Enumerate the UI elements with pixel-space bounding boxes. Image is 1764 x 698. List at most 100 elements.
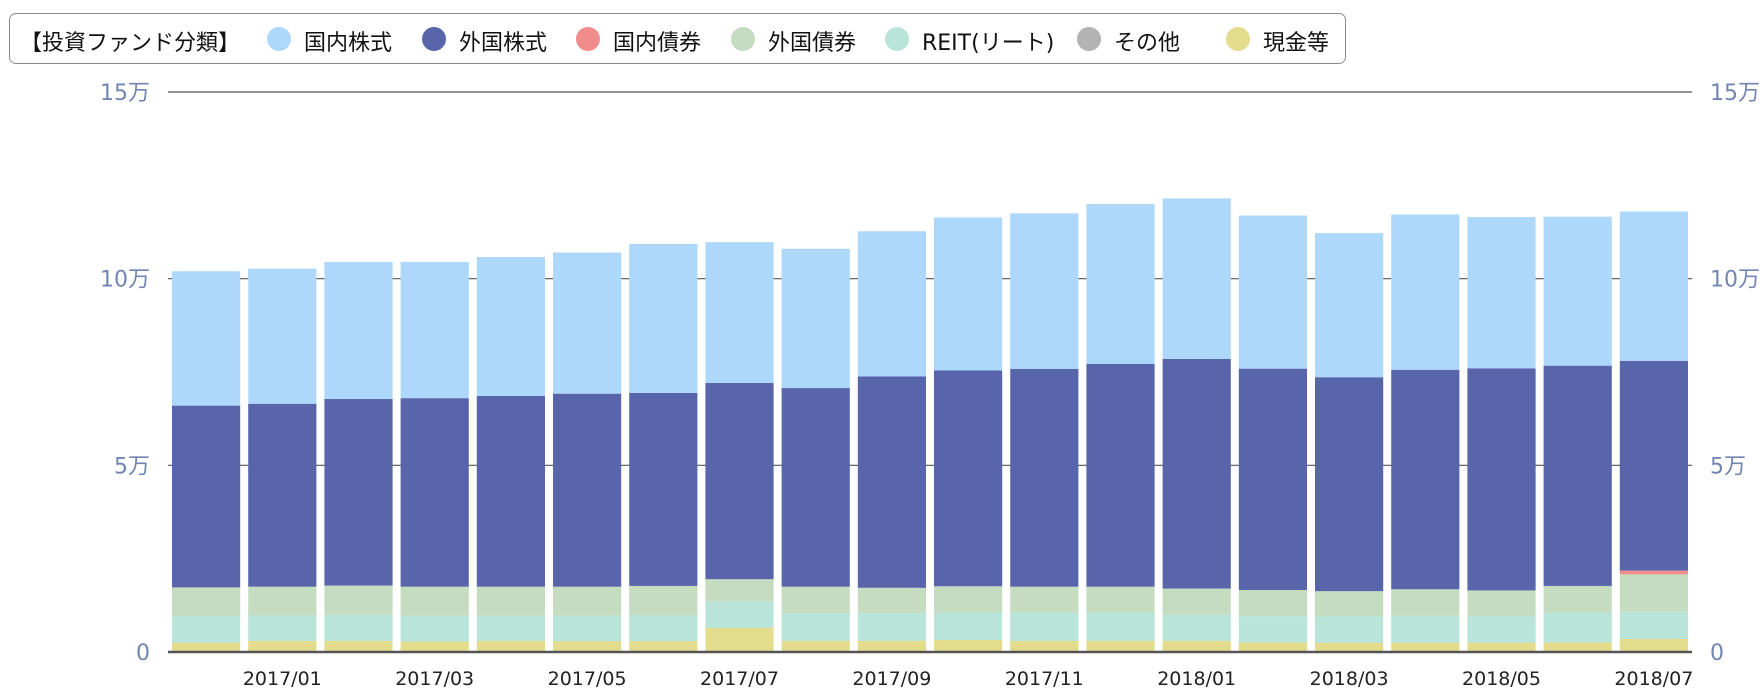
bar-segment [248,586,317,616]
bar-segment [400,261,469,399]
bar-segment [1619,570,1688,575]
bar-segment [781,586,850,614]
bar-segment [1467,368,1536,591]
bar-segment [781,640,850,652]
bar-segment [476,615,545,641]
bar-segment [553,393,622,587]
bar-segment [553,615,622,642]
bar-segment [1467,642,1536,652]
legend-swatch-icon [422,27,446,51]
bar-segment [781,613,850,641]
bar-segment [553,586,622,616]
y-tick-label-right: 15万 [1710,81,1760,106]
bar-segment [248,268,317,404]
bar-segment [1162,640,1231,652]
bar-segment [324,585,393,615]
bar-segment [476,395,545,587]
bar-segment [172,616,241,643]
bar-segment [1010,586,1079,613]
bar-segment [934,612,1003,641]
bar-segment [1010,369,1079,587]
bar-segment [476,257,545,396]
x-tick-label: 2017/09 [852,668,931,690]
y-tick-label-left: 5万 [114,454,150,479]
legend-label: REIT(リート) [922,31,1055,56]
legend-label: 外国債券 [768,31,857,56]
legend-swatch-icon [885,27,909,51]
x-tick-label: 2017/03 [395,668,474,690]
bar-segment [1391,615,1460,643]
bar-segment [248,640,317,652]
bar-segment [934,640,1003,652]
bar-segment [476,586,545,616]
y-tick-label-left: 0 [136,641,150,666]
bar-segment [553,252,622,394]
bar-segment [1543,612,1612,643]
bar-segment [1238,368,1307,591]
bar-segment [1619,611,1688,639]
x-tick-label: 2017/11 [1005,668,1084,690]
bar-segment [1086,204,1155,364]
legend-swatch-icon [576,27,600,51]
legend-label: 外国株式 [459,31,548,56]
bar-segment [1010,612,1079,641]
bar-segment [476,640,545,652]
x-tick-label: 2017/07 [700,668,779,690]
bar-segment [1238,215,1307,369]
x-tick-label: 2018/01 [1157,668,1236,690]
bar-segment [1162,588,1231,615]
x-tick-label: 2017/05 [548,668,627,690]
bar-segment [1010,640,1079,652]
bar-segment [1619,211,1688,361]
bar-segment [1391,214,1460,370]
bar-segment [172,642,241,652]
bar-segment [1315,233,1384,378]
bar-segment [1543,585,1612,613]
x-tick-label: 2018/03 [1310,668,1389,690]
bar-segment [1238,616,1307,643]
y-tick-label-left: 10万 [100,268,150,293]
legend-label: 国内株式 [304,31,393,56]
bar-segment [629,641,698,652]
legend-label: その他 [1114,31,1181,56]
bar-segment [553,641,622,652]
bar-segment [1238,590,1307,617]
bar-segment [172,405,241,588]
x-tick-label: 2018/05 [1462,668,1541,690]
bar-segment [857,613,926,641]
bar-segment [705,627,774,652]
bar-segment [1543,216,1612,366]
bar-segment [1391,369,1460,590]
bar-segment [172,587,241,617]
legend-swatch-icon [1077,27,1101,51]
bar-segment [248,615,317,641]
bar-segment [781,388,850,587]
bar-segment [172,271,241,406]
legend-swatch-icon [731,27,755,51]
bar-segment [934,217,1003,371]
bar-segment [400,641,469,652]
bar-segment [705,382,774,580]
bar-segment [1315,642,1384,652]
bar-segment [1619,360,1688,571]
bar-segment [1467,616,1536,643]
bar-segment [857,231,926,377]
legend-swatch-icon [267,27,291,51]
bar-segment [400,398,469,587]
legend-label: 国内債券 [613,31,702,56]
bar-segment [1086,640,1155,652]
bar-segment [629,392,698,586]
bar-segment [1162,614,1231,641]
bar-segment [1391,589,1460,616]
bar-segment [1010,213,1079,370]
bar-segment [857,640,926,652]
x-tick-label: 2017/01 [243,668,322,690]
y-tick-label-right: 0 [1710,641,1724,666]
bar-segment [705,579,774,602]
bar-segment [857,587,926,614]
bar-segment [1467,217,1536,369]
bar-segment [324,640,393,652]
chart-legend: 【投資ファンド分類】 国内株式 外国株式 国内債券 外国債券 REIT(リート) その他 現… [9,13,1346,64]
bar-segment [629,243,698,393]
legend-title: 【投資ファンド分類】 [20,31,241,56]
